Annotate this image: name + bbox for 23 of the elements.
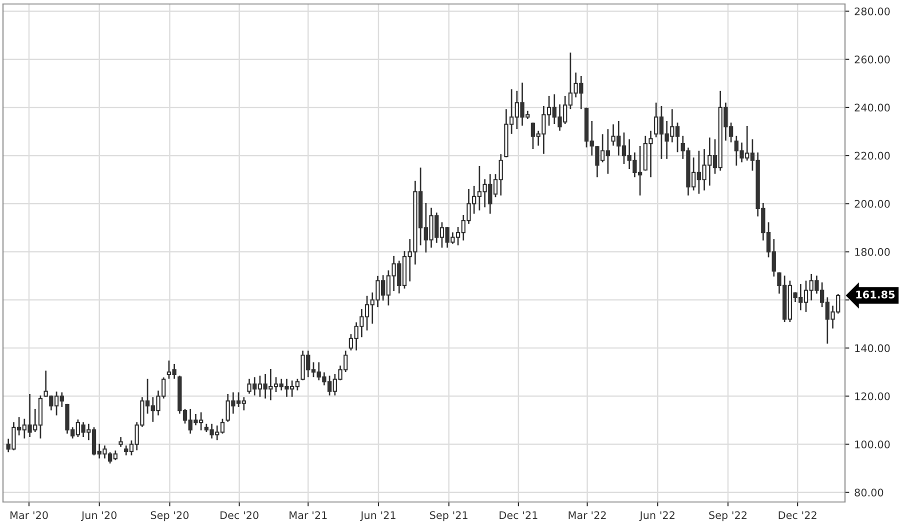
y-tick-label: 140.00: [855, 344, 890, 352]
x-tick-label: Mar '22: [568, 511, 606, 520]
x-tick-label: Dec '22: [778, 511, 816, 520]
y-tick-label: 80.00: [854, 488, 884, 496]
x-tick-label: Dec '21: [500, 511, 538, 520]
x-tick-label: Jun '22: [639, 511, 674, 522]
x-tick-label: Sep '22: [709, 511, 746, 522]
y-tick-label: 100.00: [855, 440, 890, 448]
y-tick-label: 200.00: [854, 200, 890, 208]
x-tick-label: Sep '21: [430, 511, 468, 522]
y-tick-label: 280.00: [854, 7, 890, 16]
x-tick-label: Jun '21: [360, 511, 396, 522]
y-tick-label: 240.00: [854, 104, 890, 112]
y-tick-label: 180.00: [855, 248, 890, 256]
x-tick-label: Jun '20: [80, 511, 117, 522]
annotation: 161.85: [856, 290, 895, 298]
x-tick-label: Mar '20: [10, 511, 48, 520]
x-tick-label: Mar '21: [290, 511, 327, 520]
x-tick-label: Dec '20: [220, 511, 258, 520]
y-tick-label: 120.00: [855, 392, 890, 400]
y-tick-label: 260.00: [854, 56, 890, 64]
y-tick-label: 220.00: [854, 152, 890, 160]
x-tick-label: Sep '20: [150, 511, 189, 522]
